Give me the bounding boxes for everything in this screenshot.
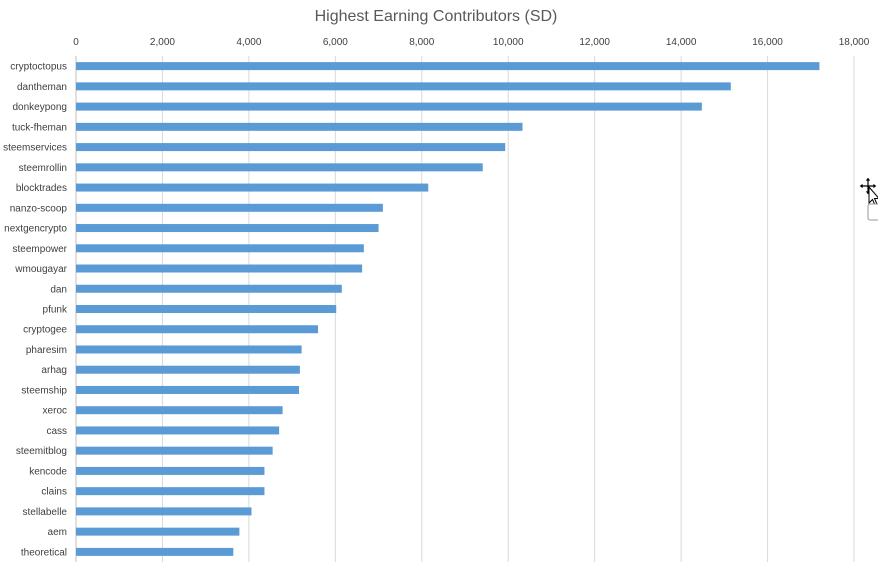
- category-label: tuck-fheman: [12, 122, 67, 133]
- bar-aem: [76, 527, 240, 536]
- bar-dantheman: [76, 82, 731, 91]
- bar-blocktrades: [76, 183, 429, 192]
- category-label: blocktrades: [16, 183, 67, 194]
- category-label: kencode: [29, 466, 67, 477]
- bar-nextgencrypto: [76, 224, 379, 233]
- category-label: steemship: [21, 385, 67, 396]
- bar-tuck-fheman: [76, 122, 523, 131]
- bars: [76, 62, 820, 556]
- bar-pharesim: [76, 345, 302, 354]
- x-tick-label: 8,000: [409, 37, 434, 48]
- bar-arhag: [76, 365, 300, 374]
- bar-cass: [76, 426, 280, 435]
- category-label: pharesim: [26, 345, 67, 356]
- x-tick-label: 16,000: [752, 37, 783, 48]
- bar-nanzo-scoop: [76, 203, 383, 212]
- category-label: donkeypong: [13, 102, 68, 113]
- bar-steemrollin: [76, 163, 483, 172]
- category-label: theoretical: [21, 547, 67, 558]
- bar-donkeypong: [76, 102, 702, 111]
- category-label: aem: [48, 527, 67, 538]
- x-tick-label: 0: [73, 37, 79, 48]
- category-label: cass: [46, 426, 67, 437]
- bar-cryptogee: [76, 325, 319, 334]
- bar-wmougayar: [76, 264, 363, 273]
- category-label: nextgencrypto: [4, 224, 67, 235]
- category-label: cryptoctopus: [10, 62, 67, 73]
- bar-theoretical: [76, 547, 234, 556]
- bar-clains: [76, 487, 265, 496]
- bar-steemitblog: [76, 446, 273, 455]
- category-label: arhag: [41, 365, 67, 376]
- x-tick-label: 12,000: [579, 37, 610, 48]
- x-tick-label: 6,000: [323, 37, 348, 48]
- x-axis-tick-labels: 0 2,000 4,000 6,000 8,000 10,000 12,000 14,000 1…: [73, 37, 870, 48]
- category-label: steemitblog: [16, 446, 67, 457]
- bar-cryptoctopus: [76, 62, 820, 71]
- bar-xeroc: [76, 406, 283, 415]
- category-label: wmougayar: [14, 264, 67, 275]
- category-label: cryptogee: [23, 325, 67, 336]
- x-tick-label: 18,000: [839, 37, 870, 48]
- bar-steemship: [76, 385, 300, 394]
- x-tick-label: 4,000: [236, 37, 261, 48]
- x-tick-label: 2,000: [150, 37, 175, 48]
- category-label: clains: [41, 487, 67, 498]
- category-label: pfunk: [43, 305, 68, 316]
- bar-dan: [76, 284, 342, 293]
- category-label: dan: [50, 284, 67, 295]
- bar-stellabelle: [76, 507, 252, 516]
- category-label: nanzo-scoop: [10, 203, 68, 214]
- bar-steemservices: [76, 143, 506, 152]
- x-tick-label: 14,000: [666, 37, 697, 48]
- category-label: dantheman: [17, 82, 67, 93]
- gridlines: [75, 56, 855, 562]
- category-labels: cryptoctopus dantheman donkeypong tuck-fhem…: [3, 62, 68, 559]
- bar-steempower: [76, 244, 364, 253]
- bar-kencode: [76, 466, 265, 475]
- category-label: xeroc: [43, 406, 67, 417]
- x-tick-label: 10,000: [493, 37, 524, 48]
- chart-title: Highest Earning Contributors (SD): [315, 8, 558, 25]
- category-label: steempower: [13, 244, 68, 255]
- category-label: steemrollin: [19, 163, 67, 174]
- category-label: stellabelle: [23, 507, 68, 518]
- move-cursor-icon: [858, 176, 878, 221]
- bar-pfunk: [76, 305, 337, 313]
- category-label: steemservices: [3, 143, 67, 154]
